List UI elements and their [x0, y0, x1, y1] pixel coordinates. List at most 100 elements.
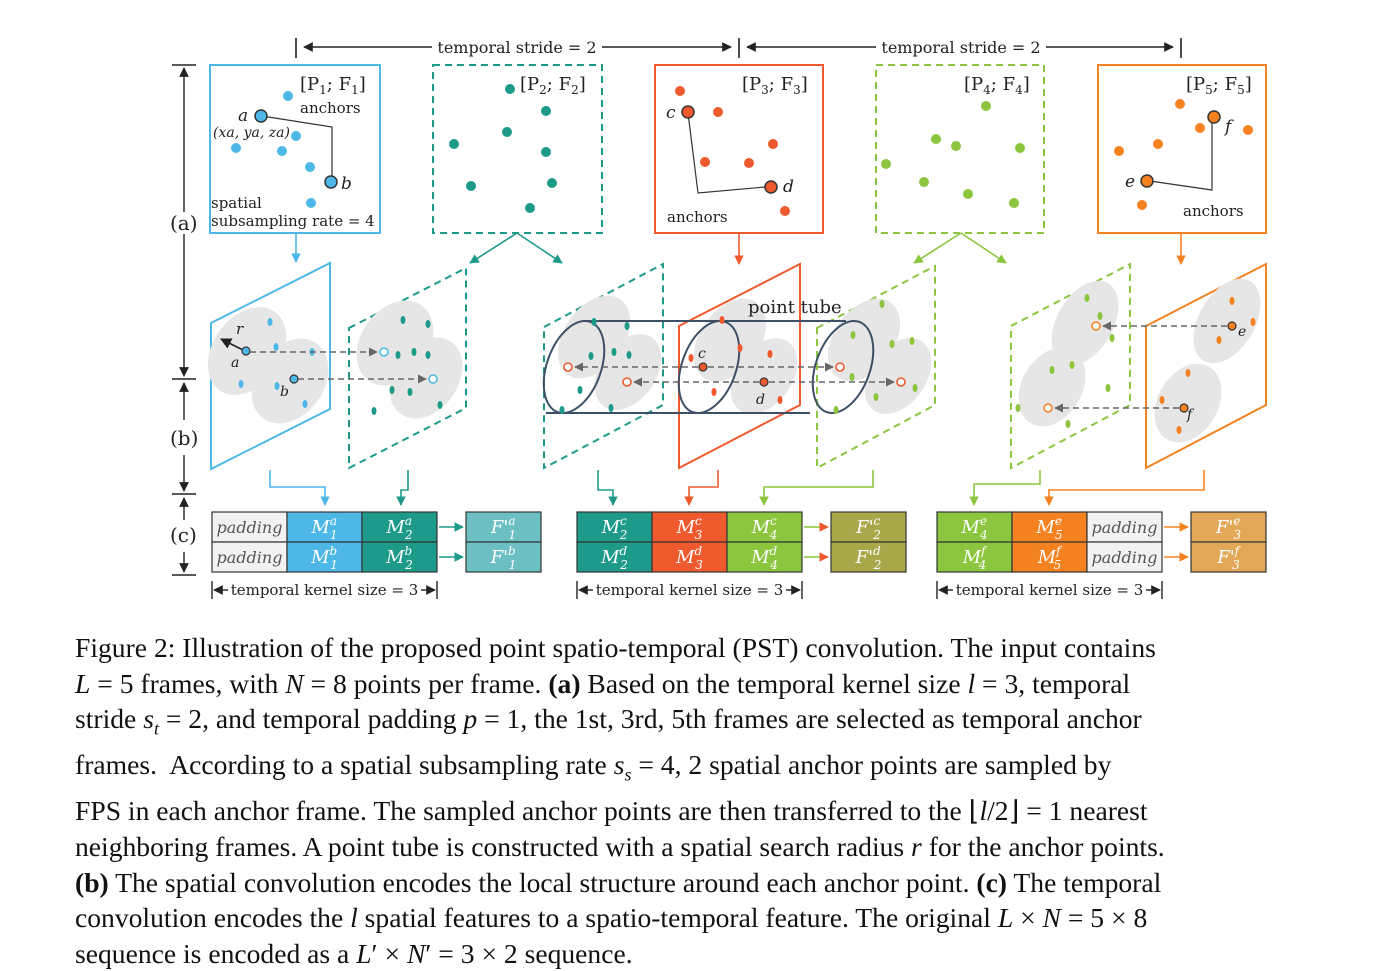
- output-cell-label: F'd 2: [855, 544, 882, 572]
- spatial-label-1: spatial: [211, 194, 262, 212]
- table-cell-label: padding: [1092, 548, 1158, 567]
- table-cell-label: Mc 3: [676, 514, 703, 542]
- point-a-label: a: [238, 106, 248, 126]
- frame-1-label: [P1; F1]: [300, 74, 366, 97]
- point-c-label: c: [666, 103, 676, 123]
- point-b-label: b: [341, 174, 352, 194]
- table-cell: [726, 541, 803, 573]
- tube-c-label: c: [698, 346, 706, 362]
- spatial-label-2: subsampling rate = 4: [211, 212, 375, 230]
- frame-1: [P1; F1] anchors a (xa, ya, za) b spatia…: [209, 64, 381, 234]
- figure-caption: Figure 2: Illustration of the proposed p…: [75, 630, 1365, 971]
- table-cell: [576, 541, 653, 573]
- stride-label-2: temporal stride = 2: [881, 38, 1040, 57]
- pst-convolution-figure: temporal stride = 2 temporal stride = 2 …: [170, 38, 1267, 599]
- frame-3: [P3; F3] c d anchors: [654, 64, 824, 234]
- plane-f-label: f: [1186, 407, 1195, 423]
- caption-line-1: Figure 2: Illustration of the proposed p…: [75, 632, 1156, 663]
- table-cell: [936, 511, 1013, 543]
- kernel-size-label: temporal kernel size = 3: [596, 581, 784, 599]
- table-cell-label: Mb 1: [310, 544, 338, 572]
- table-cell: [1011, 541, 1088, 573]
- table-cell: [211, 511, 288, 543]
- kernel-size-label: temporal kernel size = 3: [956, 581, 1144, 599]
- plane-e-label: e: [1238, 324, 1246, 340]
- table-cell: [651, 541, 728, 573]
- tube-d-label: d: [756, 392, 765, 408]
- table-cell-label: Mf 5: [1037, 544, 1063, 572]
- output-cell: [830, 541, 907, 573]
- table-cell-label: Mf 4: [962, 544, 988, 572]
- caption-line-8: convolution encodes the l spatial featur…: [75, 902, 1148, 934]
- table-cell: [1086, 541, 1163, 573]
- frame-3-label: [P3; F3]: [742, 74, 808, 97]
- table-cell-label: Me 4: [960, 514, 987, 542]
- frame-2: [P2; F2]: [432, 64, 603, 234]
- table-cell-label: Md 3: [675, 544, 703, 572]
- coord-label: (xa, ya, za): [213, 125, 290, 141]
- table-cell: [286, 541, 363, 573]
- frame-1-anchors-label: anchors: [300, 99, 361, 117]
- kernel-size-label: temporal kernel size = 3: [231, 581, 419, 599]
- frame-5-anchors-label: anchors: [1183, 202, 1244, 220]
- row-axis: [172, 64, 196, 576]
- frame-2-label: [P2; F2]: [520, 74, 586, 97]
- table-cell-label: padding: [1092, 518, 1158, 537]
- output-cell: [1190, 541, 1267, 573]
- caption-line-6: neighboring frames. A point tube is cons…: [75, 831, 1165, 862]
- frame-5: [P5; F5] f e anchors: [1097, 64, 1267, 234]
- output-cell: [465, 541, 542, 573]
- row-label-a: (a): [170, 211, 198, 235]
- output-cell-label: F'f 3: [1216, 544, 1241, 572]
- frame-3-anchors-label: anchors: [667, 208, 728, 226]
- caption-line-7: (b) The spatial convolution encodes the …: [75, 866, 1162, 898]
- point-tube-label: point tube: [748, 297, 842, 318]
- caption-line-5: FPS in each anchor frame. The sampled an…: [75, 795, 1148, 827]
- frame-5-label: [P5; F5]: [1186, 74, 1252, 97]
- point-e-label: e: [1125, 172, 1135, 192]
- caption-line-2: L = 5 frames, with N = 8 points per fram…: [75, 667, 1131, 699]
- output-cell-label: F'e 3: [1215, 514, 1242, 542]
- table-cell-label: Mb 2: [385, 544, 413, 572]
- table-cell-label: padding: [217, 518, 283, 537]
- table-cell: [936, 541, 1013, 573]
- caption-line-9: sequence is encoded as a L′ × N′ = 3 × 2…: [75, 937, 633, 969]
- table-cell-label: Ma 2: [385, 514, 412, 542]
- frame-4-label: [P4; F4]: [964, 74, 1030, 97]
- feature-connectors: [269, 470, 1205, 506]
- table-cell-label: Mc 2: [601, 514, 628, 542]
- table-cell-label: padding: [217, 548, 283, 567]
- table-cell: [361, 511, 438, 543]
- output-cell-label: F'b 1: [490, 544, 517, 572]
- spatial-conv-group-3: e f: [1010, 262, 1267, 470]
- temporal-stride-indicator-1: temporal stride = 2: [295, 38, 740, 58]
- output-cell-label: F'a 1: [490, 514, 516, 542]
- plane-a-label: a: [231, 355, 239, 371]
- row-label-b: (b): [170, 426, 198, 450]
- table-cell: [726, 511, 803, 543]
- spatial-conv-group-1: r a b: [207, 261, 467, 471]
- caption-line-3: stride st = 2, and temporal padding p = …: [75, 703, 1142, 739]
- caption-line-4: frames. According to a spatial subsampli…: [75, 749, 1112, 785]
- point-f-label: f: [1223, 117, 1234, 137]
- output-cell: [830, 511, 907, 543]
- temporal-conv-tables: padding Ma 1 Ma 2 F'a 1 padding Mb 1 Mb 2 F'b 1 tempor…: [211, 511, 1267, 599]
- temporal-stride-indicator-2: temporal stride = 2: [746, 38, 1182, 58]
- transfer-arrows: [291, 232, 1186, 265]
- plane-b-label: b: [280, 384, 289, 400]
- point-d-label: d: [783, 177, 794, 197]
- radius-label: r: [236, 320, 244, 338]
- table-cell-label: Md 4: [750, 544, 778, 572]
- frame-4: [P4; F4]: [875, 64, 1045, 234]
- table-cell-label: Me 5: [1035, 514, 1062, 542]
- table-cell: [1086, 511, 1163, 543]
- table-cell: [211, 541, 288, 573]
- table-cell-label: Md 2: [600, 544, 628, 572]
- spatial-conv-group-2: point tube c d: [542, 262, 936, 470]
- row-label-c: (c): [170, 523, 197, 547]
- table-cell-label: Ma 1: [310, 514, 337, 542]
- table-cell: [361, 541, 438, 573]
- output-cell-label: F'c 2: [855, 514, 881, 542]
- stride-label-1: temporal stride = 2: [437, 38, 596, 57]
- table-cell-label: Mc 4: [751, 514, 778, 542]
